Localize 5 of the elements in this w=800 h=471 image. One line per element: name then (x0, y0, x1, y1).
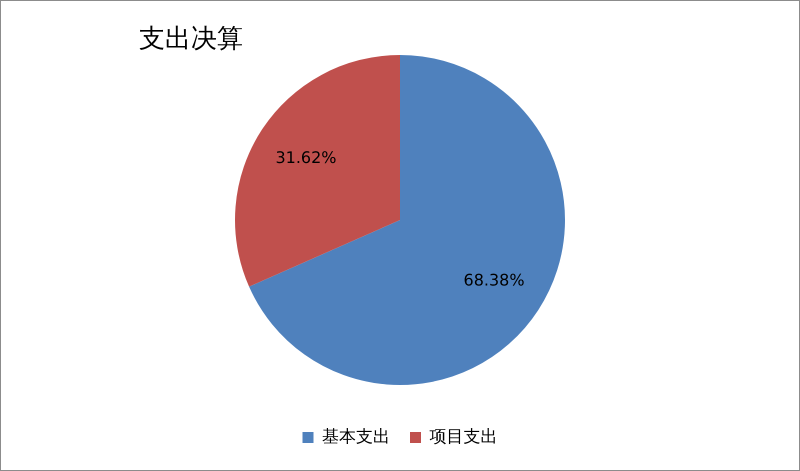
legend-label: 项目支出 (430, 426, 498, 447)
data-label: 68.38% (464, 270, 525, 290)
chart-title: 支出决算 (139, 23, 243, 56)
data-label: 31.62% (275, 148, 336, 167)
legend-label: 基本支出 (322, 426, 390, 447)
